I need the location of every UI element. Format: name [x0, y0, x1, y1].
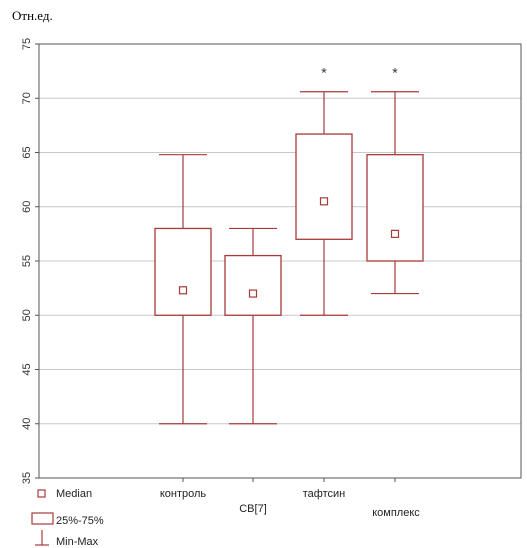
legend-minmax-label: Min-Max [56, 536, 99, 548]
iqr-box [295, 133, 353, 240]
box-3: * [295, 65, 353, 316]
significance-asterisk: * [392, 65, 398, 81]
box-series: * * [154, 65, 424, 425]
box-4: * [366, 65, 424, 295]
legend-iqr-swatch [31, 512, 54, 525]
median-marker [319, 197, 329, 206]
y-tick-label: 60 [21, 201, 33, 213]
legend: Median 25%-75% Min-Max [31, 488, 104, 548]
y-tick-label: 40 [21, 418, 33, 430]
y-tick-labels: 35 40 45 50 55 60 65 70 75 [21, 38, 33, 484]
legend-median-label: Median [56, 488, 92, 500]
box-1 [154, 154, 212, 425]
category-labels: контроль СВ[7] тафтсин комплекс [160, 488, 420, 519]
iqr-box [366, 154, 424, 262]
category-label: контроль [160, 488, 207, 500]
median-marker [248, 289, 258, 298]
significance-asterisk: * [321, 65, 327, 81]
category-label: тафтсин [303, 488, 345, 500]
median-marker [178, 286, 188, 295]
legend-median-swatch [37, 489, 46, 498]
y-axis-label: Отн.ед. [12, 8, 53, 23]
category-label: комплекс [372, 507, 420, 519]
iqr-box [154, 227, 212, 316]
iqr-box [224, 254, 282, 316]
y-tick-label: 70 [21, 92, 33, 104]
category-label: СВ[7] [239, 503, 267, 515]
plot-frame [38, 43, 522, 479]
legend-iqr-label: 25%-75% [56, 515, 104, 527]
y-tick-label: 65 [21, 146, 33, 158]
y-tick-label: 45 [21, 363, 33, 375]
box-2 [224, 227, 282, 425]
y-tick-label: 75 [21, 38, 33, 50]
y-tick-label: 50 [21, 309, 33, 321]
y-tick-label: 35 [21, 472, 33, 484]
y-tick-label: 55 [21, 255, 33, 267]
median-marker [390, 229, 400, 238]
